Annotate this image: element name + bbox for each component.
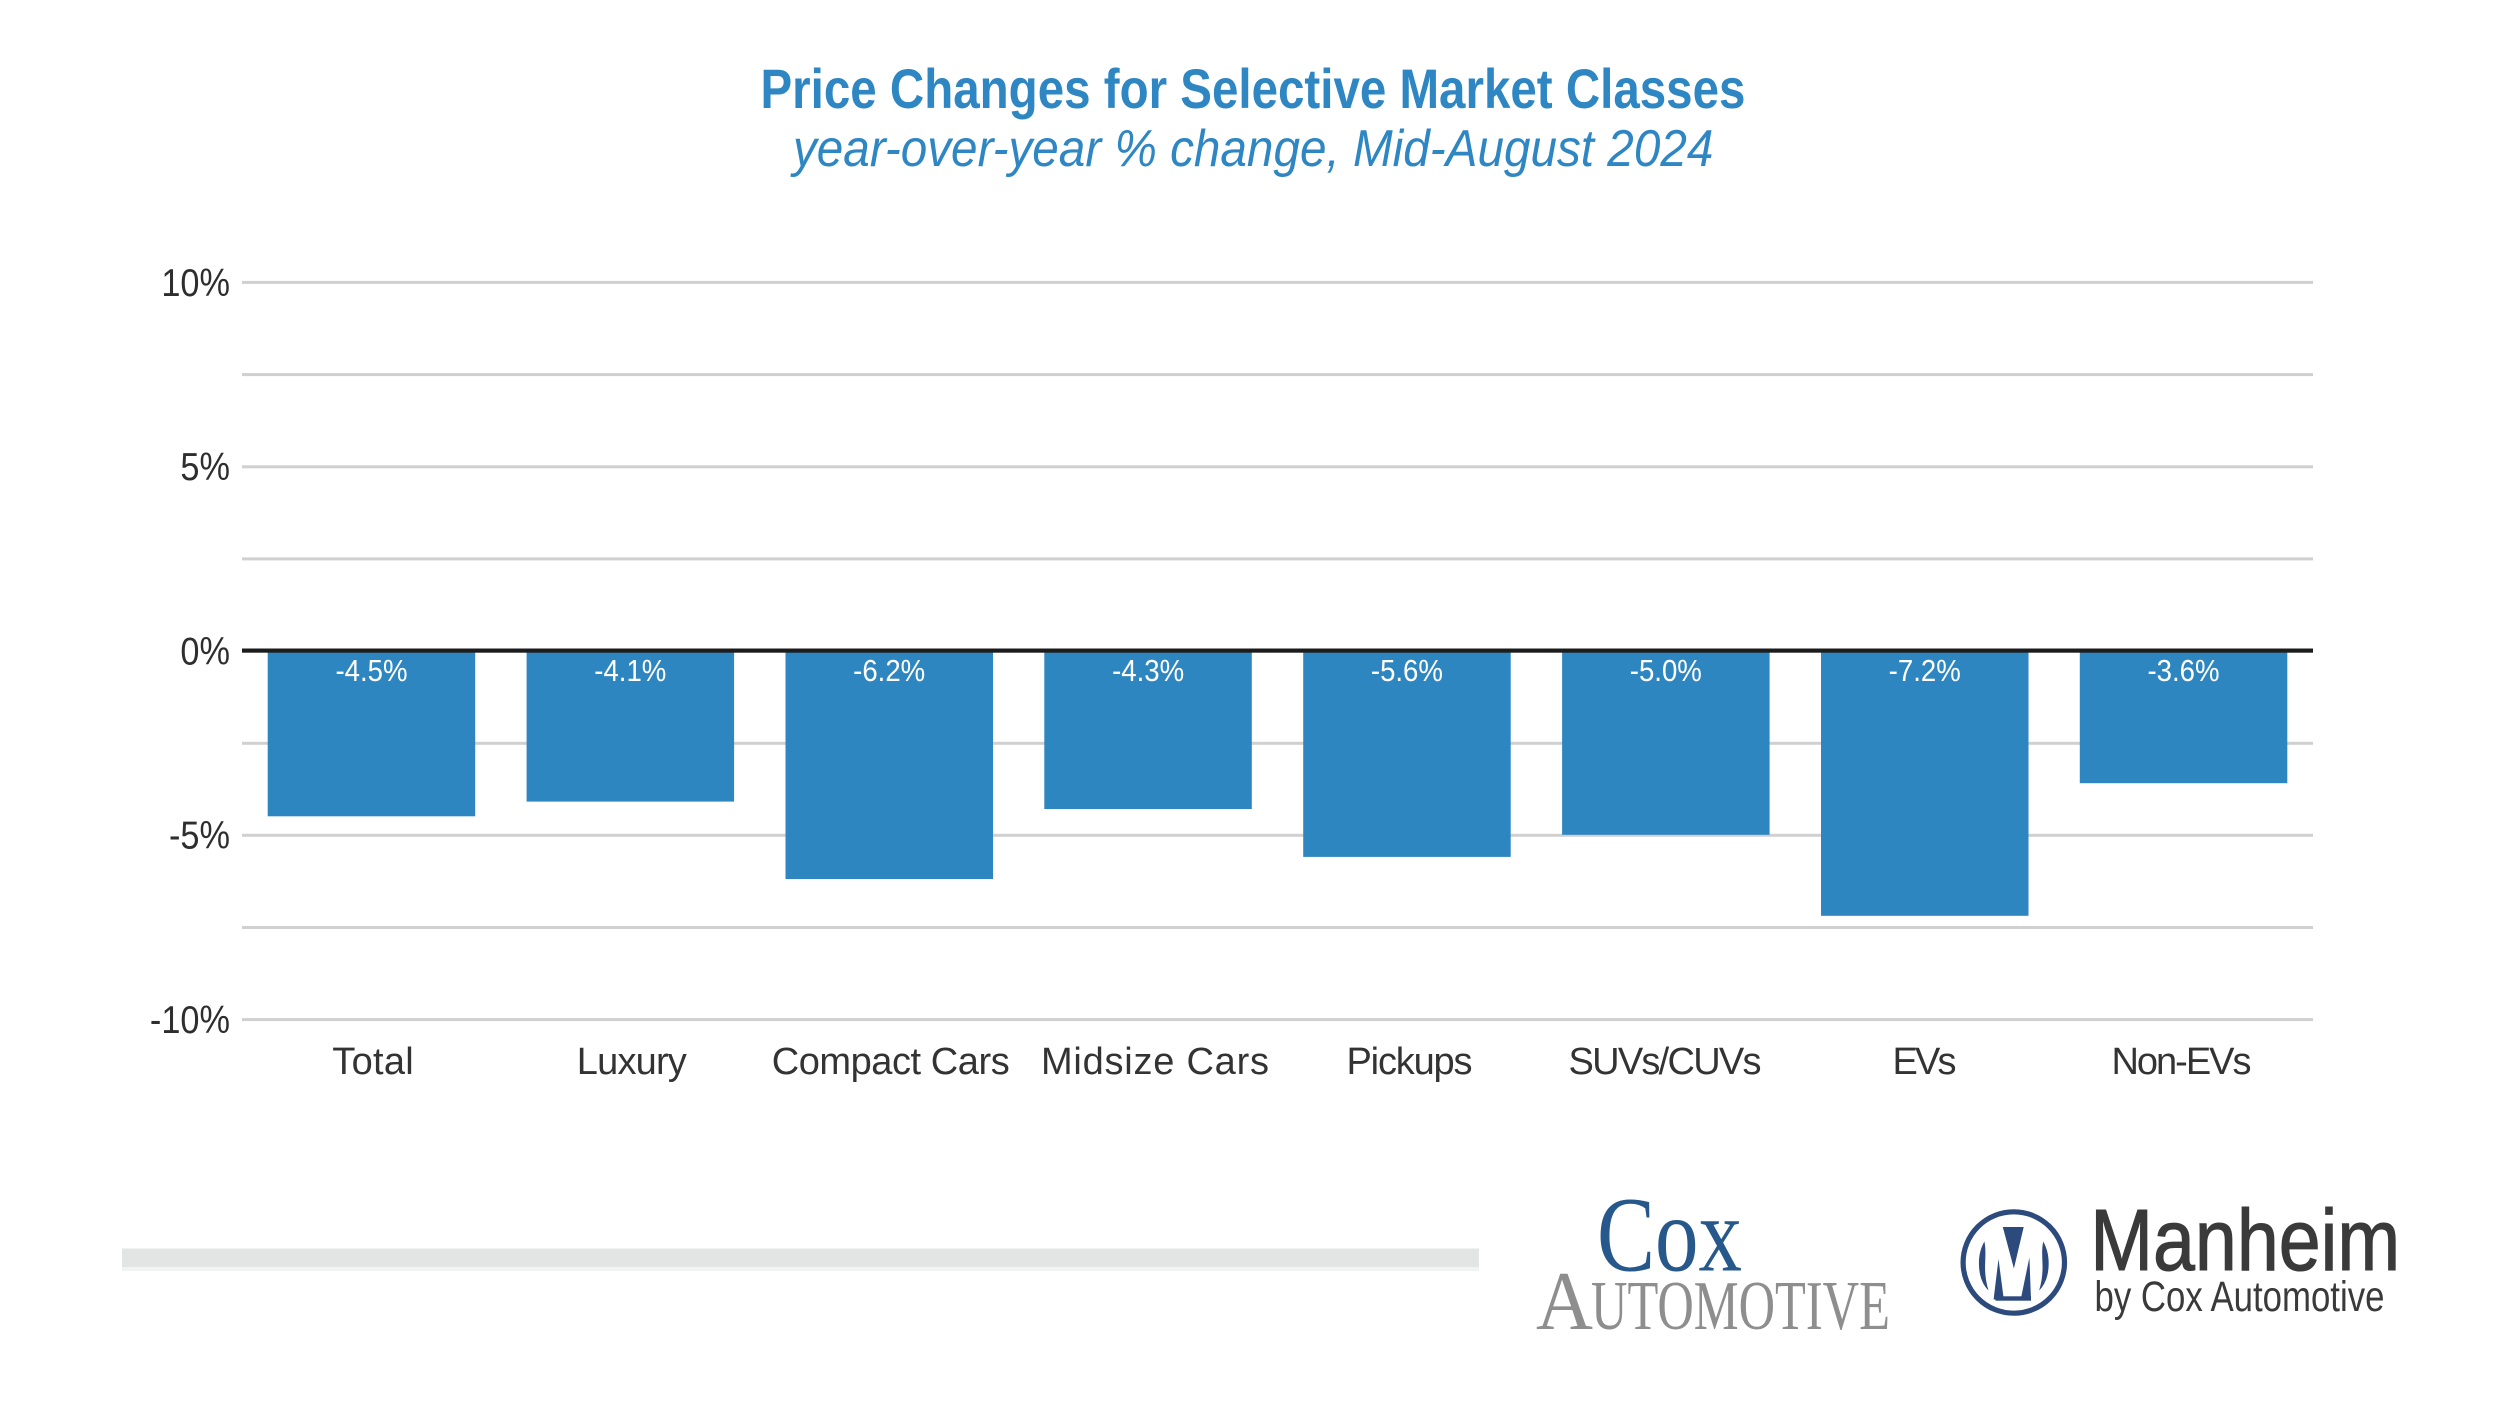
svg-text:Compact Cars: Compact Cars <box>772 1041 1010 1083</box>
svg-text:SUVs/CUVs: SUVs/CUVs <box>1569 1041 1762 1083</box>
svg-text:Luxury: Luxury <box>577 1041 687 1083</box>
svg-text:-4.1%: -4.1% <box>594 654 666 689</box>
svg-text:-4.3%: -4.3% <box>1112 654 1184 689</box>
svg-text:5%: 5% <box>180 445 230 489</box>
svg-text:EVs: EVs <box>1893 1041 1957 1083</box>
svg-text:Midsize Cars: Midsize Cars <box>1041 1041 1269 1083</box>
svg-text:10%: 10% <box>161 261 230 305</box>
svg-text:Price Changes for Selective Ma: Price Changes for Selective Market Class… <box>761 58 1746 121</box>
svg-text:-5.6%: -5.6% <box>1371 654 1443 689</box>
svg-text:-3.6%: -3.6% <box>2148 654 2220 689</box>
svg-text:UTOMOTIVE: UTOMOTIVE <box>1591 1268 1890 1345</box>
svg-text:Pickups: Pickups <box>1347 1041 1473 1083</box>
svg-text:Cox: Cox <box>1597 1176 1742 1295</box>
svg-text:0%: 0% <box>180 629 230 673</box>
svg-text:Manheim: Manheim <box>2090 1192 2400 1289</box>
svg-text:-10%: -10% <box>150 998 230 1042</box>
svg-text:A: A <box>1536 1255 1593 1348</box>
svg-text:-6.2%: -6.2% <box>853 654 925 689</box>
svg-text:by Cox Automotive: by Cox Automotive <box>2095 1274 2385 1321</box>
svg-text:-7.2%: -7.2% <box>1889 654 1961 689</box>
svg-text:-4.5%: -4.5% <box>335 654 407 689</box>
svg-text:year-over-year % change, Mid-A: year-over-year % change, Mid-August 2024 <box>790 119 1713 177</box>
svg-text:-5.0%: -5.0% <box>1630 654 1702 689</box>
svg-text:-5%: -5% <box>169 814 230 858</box>
svg-text:Non-EVs: Non-EVs <box>2112 1041 2252 1083</box>
svg-text:Total: Total <box>332 1041 413 1083</box>
